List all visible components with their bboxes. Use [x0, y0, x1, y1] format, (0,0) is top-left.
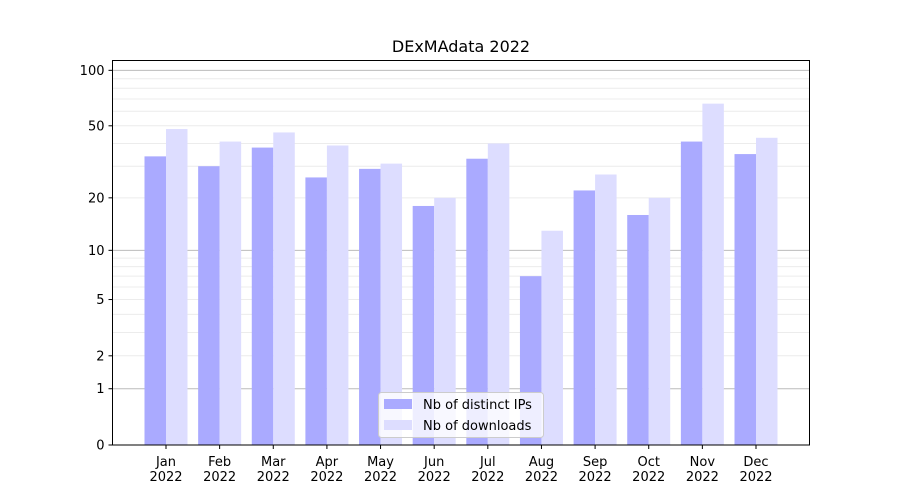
chart-title: DExMAdata 2022: [392, 37, 530, 56]
bar-downloads: [380, 163, 403, 445]
bar-downloads: [326, 145, 349, 445]
bar-downloads: [219, 141, 242, 445]
y-tick-label: 5: [96, 293, 104, 308]
bar-downloads: [273, 132, 295, 445]
bar-distinct-ips: [734, 154, 756, 445]
bar-downloads: [541, 230, 563, 445]
bar-downloads: [434, 197, 456, 445]
y-tick-label: 10: [88, 244, 105, 259]
bar-downloads: [166, 129, 188, 445]
bar-distinct-ips: [466, 158, 488, 446]
bar-downloads: [487, 143, 510, 445]
y-tick-label: 20: [88, 191, 105, 206]
bar-downloads: [648, 197, 671, 445]
bar-downloads: [756, 137, 778, 445]
y-tick-label: 1: [96, 382, 104, 397]
y-tick-label: 100: [80, 64, 105, 79]
bar-distinct-ips: [251, 147, 274, 445]
legend-swatch-ips: [384, 399, 412, 409]
bar-distinct-ips: [305, 177, 327, 446]
legend: Nb of distinct IPs Nb of downloads: [378, 392, 544, 438]
legend-label-ips: Nb of distinct IPs: [423, 398, 532, 413]
x-tick-label: Sep 2022: [579, 455, 612, 485]
bars: [144, 103, 778, 446]
x-tick-label: Feb 2022: [203, 455, 236, 485]
x-tick-label: Mar 2022: [257, 455, 290, 485]
x-axis: Jan 2022 Feb 2022 Mar 2022 Apr 2022 May 2022 Jun 20…: [149, 445, 773, 485]
x-tick-label: Apr 2022: [310, 455, 343, 485]
x-tick-label: Aug 2022: [525, 455, 558, 485]
legend-swatch-downloads: [384, 420, 412, 430]
bar-distinct-ips: [627, 214, 649, 445]
x-tick-label: Dec 2022: [739, 455, 772, 485]
bar-distinct-ips: [680, 141, 703, 445]
x-tick-label: Jan 2022: [149, 455, 182, 485]
bar-downloads: [702, 103, 724, 445]
legend-label-downloads: Nb of downloads: [423, 419, 532, 434]
bar-distinct-ips: [412, 205, 435, 445]
y-tick-label: 50: [88, 119, 105, 134]
x-tick-label: Jun 2022: [418, 455, 451, 485]
x-tick-label: Oct 2022: [632, 455, 665, 485]
plot-frame: [112, 60, 810, 446]
legend-box: [378, 392, 544, 438]
bar-distinct-ips: [144, 156, 166, 445]
x-tick-label: May 2022: [364, 455, 397, 485]
bar-downloads: [595, 174, 617, 446]
y-axis: 0 1 2 5 10 20 50 100: [80, 64, 113, 454]
x-tick-label: Nov 2022: [686, 455, 719, 485]
y-tick-label: 0: [96, 439, 104, 454]
bar-distinct-ips: [573, 190, 596, 445]
y-tick-label: 2: [96, 349, 104, 364]
x-tick-label: Jul 2022: [471, 455, 504, 485]
bar-distinct-ips: [359, 168, 381, 445]
bar-distinct-ips: [198, 166, 220, 445]
